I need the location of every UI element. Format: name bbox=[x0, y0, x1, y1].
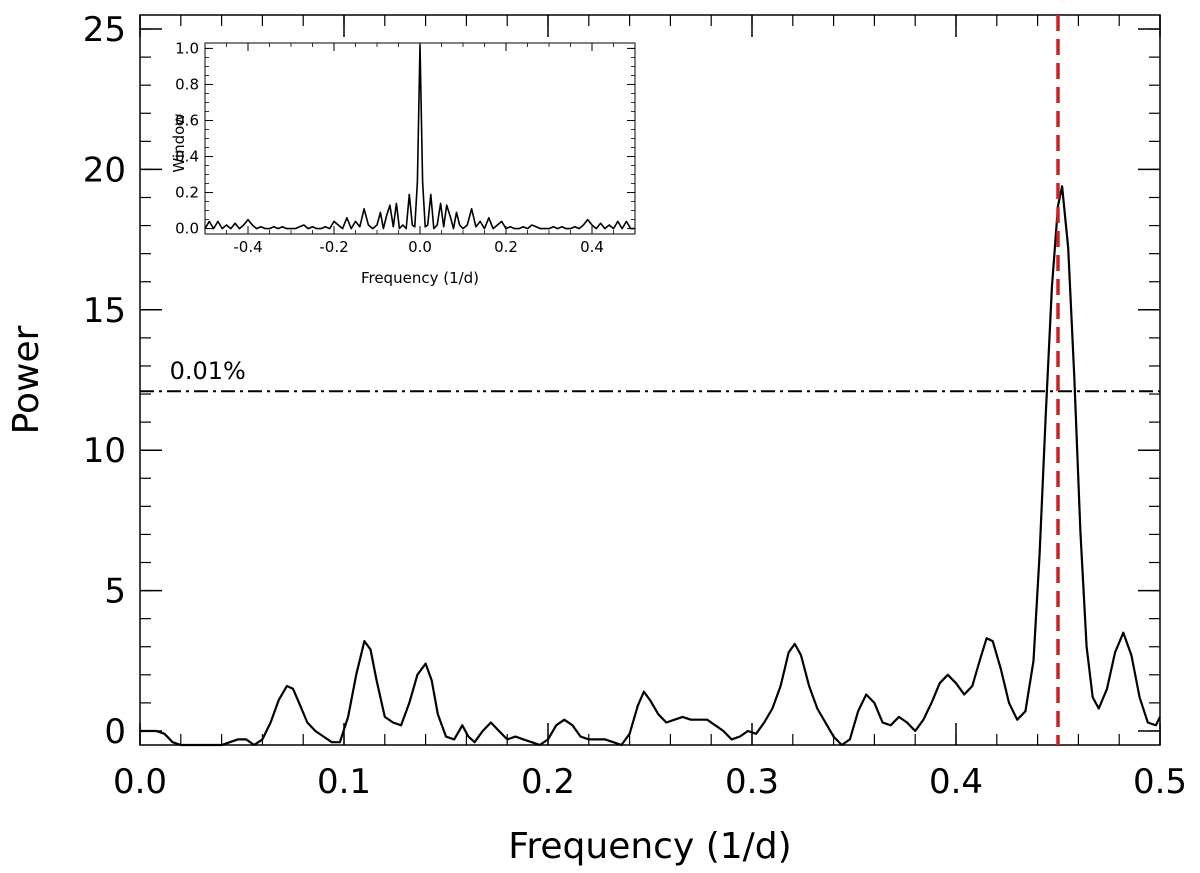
y-tick-label: 0.2 bbox=[175, 184, 199, 202]
x-tick-label: 0.4 bbox=[929, 762, 983, 802]
inset-x-axis-label: Frequency (1/d) bbox=[361, 269, 479, 287]
y-tick-label: 5 bbox=[104, 572, 126, 612]
y-tick-label: 10 bbox=[83, 431, 126, 471]
main-series-line bbox=[140, 185, 1161, 747]
main-y-axis-label: Power bbox=[6, 325, 47, 434]
x-tick-label: 0.5 bbox=[1133, 762, 1187, 802]
x-tick-label: 0.2 bbox=[494, 238, 518, 256]
inset-series-line bbox=[204, 44, 635, 230]
x-tick-label: -0.2 bbox=[319, 238, 348, 256]
main-y-tick-labels: 0 5 10 15 20 25 bbox=[83, 10, 126, 752]
y-tick-label: 15 bbox=[83, 291, 126, 331]
main-plot-frame bbox=[139, 14, 1161, 746]
y-tick-label: 0.8 bbox=[175, 75, 199, 93]
inset-y-axis-label: Window bbox=[170, 113, 188, 172]
y-tick-label: 20 bbox=[83, 150, 126, 190]
inset-x-tick-labels: -0.4 -0.2 0.0 0.2 0.4 bbox=[233, 238, 604, 256]
y-tick-label: 25 bbox=[83, 10, 126, 50]
x-tick-label: 0.4 bbox=[580, 238, 604, 256]
y-tick-label: 0.6 bbox=[175, 111, 199, 129]
y-tick-label: 0.4 bbox=[175, 148, 199, 166]
x-tick-label: 0.3 bbox=[725, 762, 779, 802]
inset-axis-ticks bbox=[204, 43, 636, 234]
x-tick-label: -0.4 bbox=[233, 238, 262, 256]
significance-threshold-label: 0.01% bbox=[170, 357, 246, 385]
y-tick-label: 0.0 bbox=[175, 220, 199, 238]
y-tick-label: 0 bbox=[104, 712, 126, 752]
x-tick-label: 0.0 bbox=[113, 762, 167, 802]
x-tick-label: 0.1 bbox=[317, 762, 371, 802]
main-axis-ticks bbox=[139, 15, 1161, 745]
inset-plot: -0.4 -0.2 0.0 0.2 0.4 0.0 0.2 0.4 0.6 0.8 1.0 Fre… bbox=[170, 39, 636, 287]
inset-y-tick-labels: 0.0 0.2 0.4 0.6 0.8 1.0 bbox=[175, 39, 199, 237]
main-plot: 0.0 0.1 0.2 0.3 0.4 0.5 0 5 10 15 20 25 0.01% Freq… bbox=[6, 10, 1187, 867]
x-tick-label: 0.2 bbox=[521, 762, 575, 802]
main-x-axis-label: Frequency (1/d) bbox=[508, 826, 791, 867]
x-tick-label: 0.0 bbox=[408, 238, 432, 256]
main-x-tick-labels: 0.0 0.1 0.2 0.3 0.4 0.5 bbox=[113, 762, 1187, 802]
y-tick-label: 1.0 bbox=[175, 39, 199, 57]
